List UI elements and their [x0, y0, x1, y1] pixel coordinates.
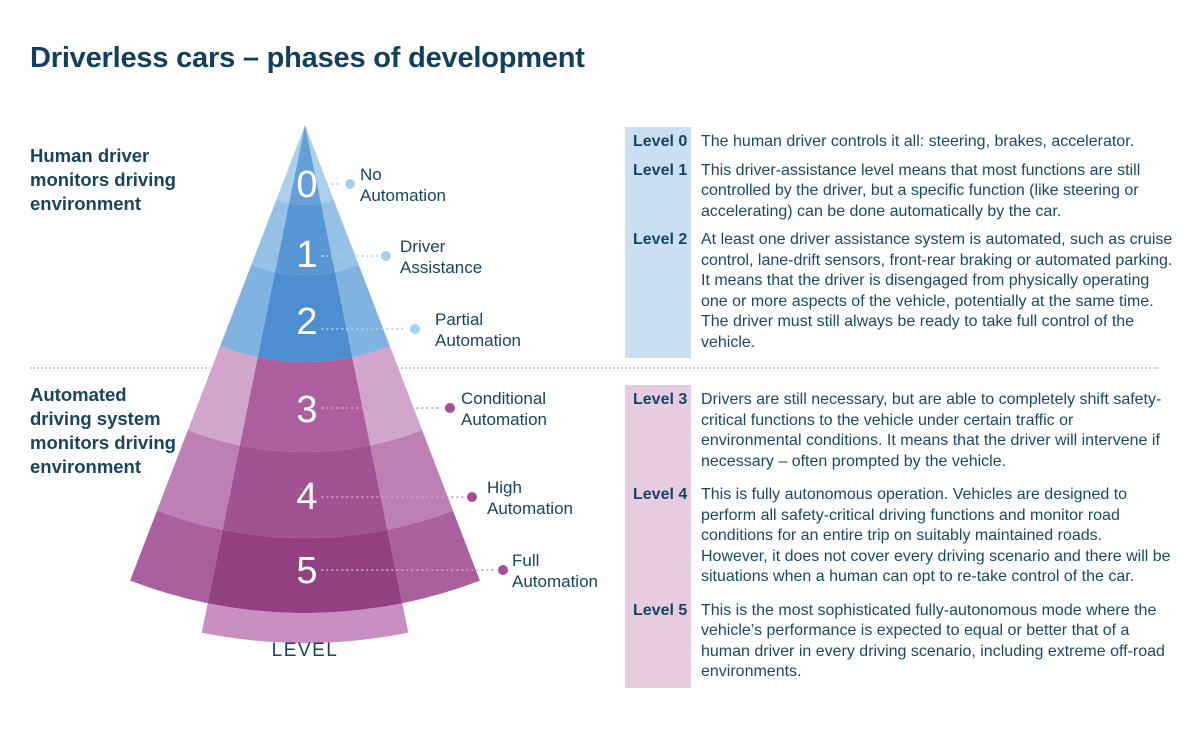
- level-badge: Level 4: [633, 486, 688, 503]
- level-badge: Level 0: [633, 133, 688, 150]
- level-5-name-label: Full Automation: [512, 551, 598, 591]
- cone-ring-5-left-slice: [130, 510, 223, 604]
- cone-ring-4-left-slice: [156, 430, 240, 530]
- level-4-number: 4: [296, 476, 317, 518]
- cone-ring-1-right-slice: [320, 199, 359, 272]
- level-row: Level 3 Drivers are still necessary, but …: [625, 390, 1175, 472]
- cone-ring-5-center-slice: [207, 529, 403, 613]
- level-badge: Level 2: [633, 231, 688, 248]
- cone-ring-5-right-slice: [387, 510, 480, 604]
- level-2-number: 2: [296, 301, 317, 343]
- cone-ring-1-left-slice: [251, 199, 290, 272]
- level-0-name-label: No Automation: [360, 165, 446, 205]
- cone-ring-2-left-slice: [220, 265, 276, 358]
- cone-ring-4-right-slice: [370, 430, 454, 530]
- level-4-name-label: High Automation: [487, 478, 573, 518]
- cone-ring-0-left-slice: [276, 125, 305, 204]
- level-1-name-label: Driver Assistance: [400, 237, 483, 277]
- level-row: Level 1 This driver-assistance level mean…: [625, 161, 1175, 223]
- level-0-leader-dot: [345, 179, 355, 189]
- cone-ring-4-center-slice: [222, 445, 388, 539]
- level-3-number: 3: [296, 389, 317, 431]
- cone-ring-3-center-slice: [239, 357, 371, 453]
- level-badge: Level 5: [633, 601, 688, 619]
- cone-ring-0-center-slice: [289, 125, 321, 205]
- cone-bottom-rim: [201, 603, 409, 643]
- level-badge: Level 1: [633, 161, 688, 179]
- panel-section-manual: Level 0 The human driver controls it all:…: [625, 127, 1175, 358]
- level-row: Level 2 At least one driver assistance sy…: [625, 230, 1175, 353]
- level-1-number: 1: [296, 234, 317, 276]
- level-3-name-label: Conditional Automation: [461, 389, 547, 429]
- level-row: Level 4 This is fully autonomous operatio…: [625, 485, 1175, 588]
- level-1-leader-dot: [381, 251, 391, 261]
- level-2-name-label: Partial Automation: [435, 310, 521, 350]
- level-description: Drivers are still necessary, but are abl…: [701, 391, 1162, 470]
- level-badge-column-blue: [625, 127, 691, 358]
- level-5-number: 5: [296, 550, 317, 592]
- cone-ring-3-left-slice: [187, 346, 258, 446]
- level-badge: Level 3: [633, 391, 688, 408]
- page-title: Driverless cars – phases of development: [30, 42, 585, 74]
- panel-section-automated: Level 3 Drivers are still necessary, but …: [625, 385, 1175, 688]
- level-row: Level 0 The human driver controls it all:…: [625, 132, 1175, 153]
- level-description: This is fully autonomous operation. Vehi…: [701, 486, 1171, 585]
- level-badge-column-pink: [625, 385, 691, 688]
- level-2-leader-dot: [410, 324, 420, 334]
- level-0-number: 0: [296, 164, 317, 206]
- cone-ring-1-center-slice: [275, 203, 335, 276]
- cone-ring-2-right-slice: [334, 265, 390, 358]
- level-description: The human driver controls it all: steeri…: [701, 133, 1135, 150]
- level-3-leader-dot: [445, 403, 455, 413]
- level-4-leader-dot: [467, 492, 477, 502]
- level-description: This driver-assistance level means that …: [701, 161, 1141, 220]
- level-axis-label: LEVEL: [271, 640, 339, 661]
- annotation-human-driver: Human driver monitors driving environmen…: [30, 145, 176, 214]
- level-description: This is the most sophisticated fully-aut…: [701, 601, 1165, 681]
- cone-ring-3-right-slice: [352, 346, 423, 446]
- level-5-leader-dot: [498, 565, 508, 575]
- annotation-automated-system: Automated driving system monitors drivin…: [30, 384, 176, 477]
- level-row: Level 5 This is the most sophisticated fu…: [625, 601, 1175, 683]
- level-description: At least one driver assistance system is…: [701, 231, 1173, 351]
- cone-ring-2-center-slice: [257, 271, 353, 362]
- section-separator-line: [30, 367, 1158, 369]
